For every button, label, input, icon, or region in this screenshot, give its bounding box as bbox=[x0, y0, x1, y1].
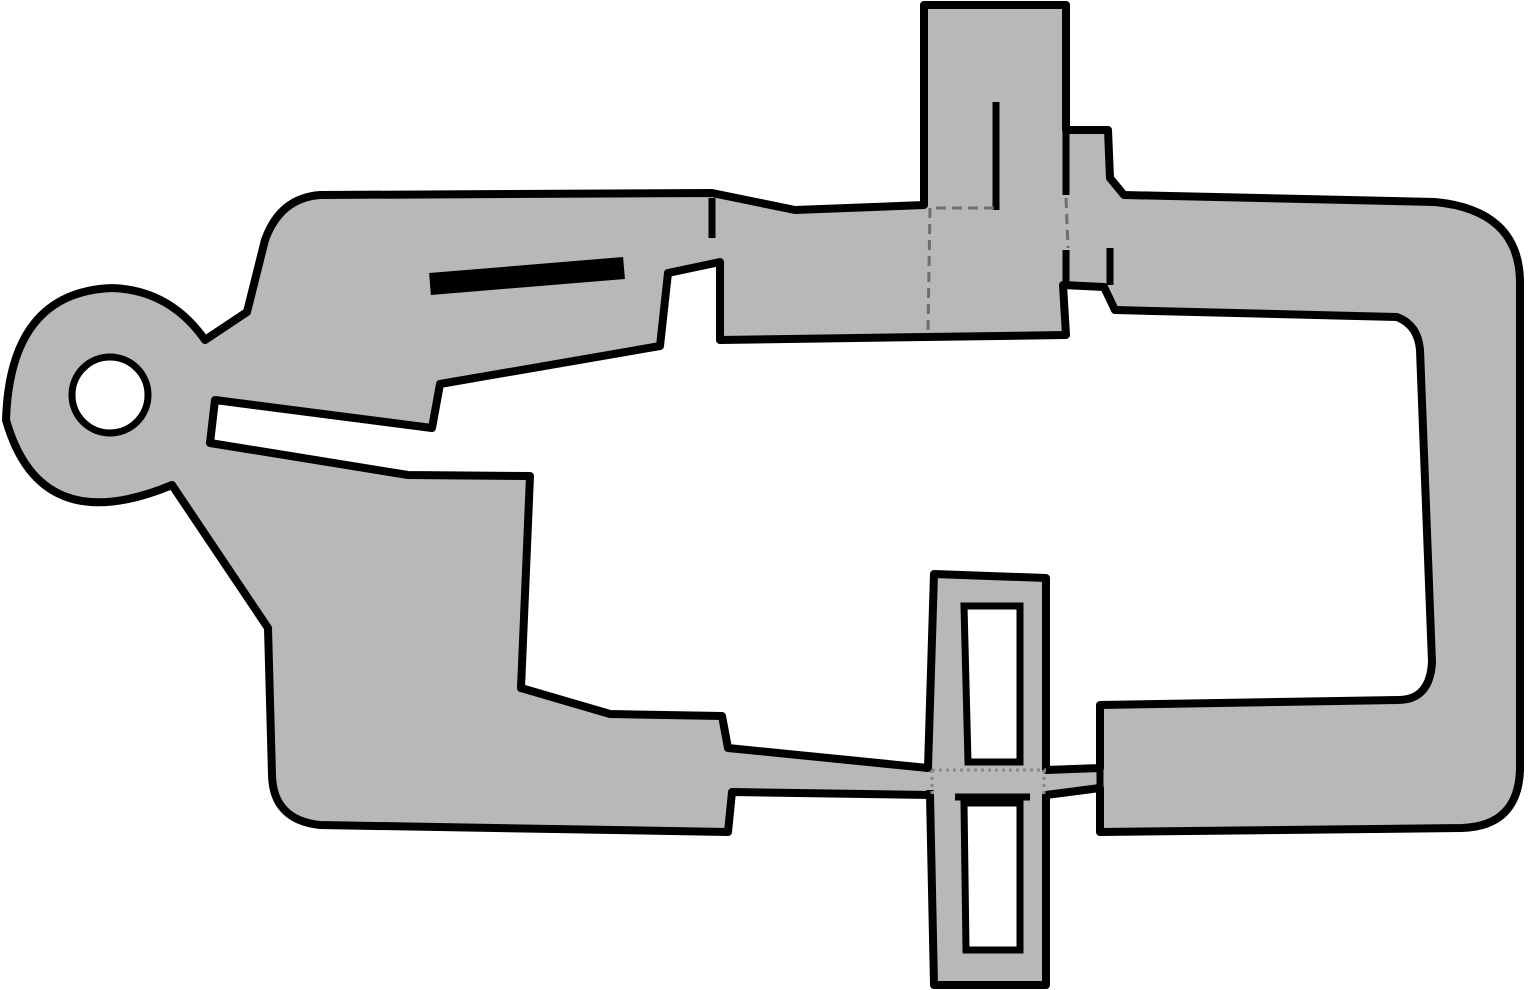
south-crossing-void-north bbox=[960, 602, 1024, 766]
south-crossing-void-south bbox=[960, 799, 1024, 954]
door-dashed-annex bbox=[1064, 197, 1070, 249]
well-icon bbox=[68, 353, 152, 437]
interior-wall-thick bbox=[429, 257, 625, 295]
door-dashed-tower bbox=[926, 206, 996, 331]
